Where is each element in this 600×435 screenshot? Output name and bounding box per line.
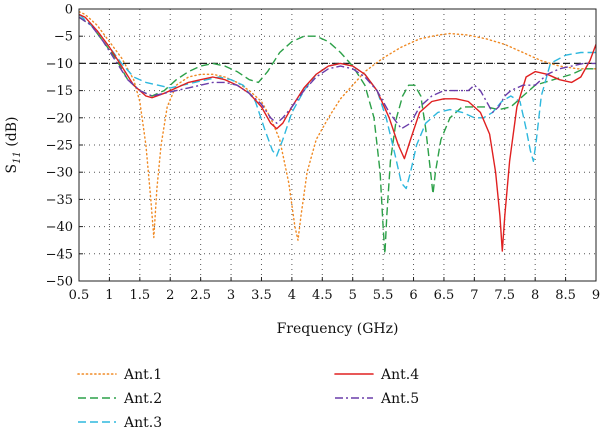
x-tick-label: 4	[288, 288, 296, 303]
x-tick-label: 7	[470, 288, 478, 303]
x-tick-label: 3	[227, 288, 235, 303]
legend-item-ant2: Ant.2	[78, 391, 162, 407]
y-tick-label: −45	[46, 247, 73, 262]
legend-label: Ant.4	[380, 367, 419, 383]
y-tick-label: −35	[46, 193, 73, 208]
x-tick-label: 1	[105, 288, 113, 303]
x-tick-label: 2	[166, 288, 174, 303]
y-axis-title-unit: (dB)	[4, 117, 20, 152]
x-tick-label: 6	[409, 288, 417, 303]
legend-item-ant3: Ant.3	[78, 415, 162, 431]
x-tick-label: 6.5	[434, 288, 455, 303]
x-tick-label: 5.5	[373, 288, 394, 303]
y-tick-label: −25	[46, 139, 73, 154]
tick-layer: 0.5 1 1.5 2 2.5 3 3.5 4 4.5 5 5.5 6 6.5 7 7.5 8 8.5 9 0 −5 −…	[46, 3, 600, 304]
legend-label: Ant.2	[123, 391, 162, 407]
legend: Ant.1 Ant.2 Ant.3 Ant.4 Ant.5	[77, 367, 419, 431]
y-tick-label: 0	[65, 3, 73, 18]
x-tick-label: 9	[592, 288, 600, 303]
legend-label: Ant.1	[123, 367, 162, 383]
x-tick-label: 2.5	[190, 288, 211, 303]
legend-item-ant1: Ant.1	[77, 367, 162, 383]
legend-label: Ant.5	[380, 391, 419, 407]
legend-item-ant4: Ant.4	[334, 367, 419, 383]
x-tick-label: 5	[349, 288, 357, 303]
x-tick-label: 1.5	[129, 288, 150, 303]
y-axis-title-main: S	[4, 164, 20, 174]
series-layer	[79, 11, 596, 255]
y-tick-label: −15	[46, 84, 73, 99]
legend-label: Ant.3	[123, 415, 162, 431]
series-line-ant2	[79, 16, 596, 255]
y-tick-label: −40	[46, 220, 73, 235]
series-line-ant1	[79, 11, 596, 241]
x-tick-label: 3.5	[251, 288, 272, 303]
x-axis-title: Frequency (GHz)	[277, 321, 399, 337]
x-tick-label: 4.5	[312, 288, 333, 303]
x-tick-label: 7.5	[494, 288, 515, 303]
x-tick-label: 0.5	[69, 288, 90, 303]
y-tick-label: −20	[46, 111, 73, 126]
series-line-ant5	[79, 16, 596, 130]
y-axis-title: S11 (dB)	[4, 117, 23, 174]
y-tick-label: −50	[46, 275, 73, 290]
y-tick-label: −5	[54, 30, 73, 45]
x-tick-label: 8	[531, 288, 539, 303]
series-line-ant4	[79, 13, 596, 252]
y-axis-title-subscript: 11	[12, 151, 23, 164]
y-tick-label: −30	[46, 166, 73, 181]
legend-item-ant5: Ant.5	[335, 391, 419, 407]
x-tick-label: 8.5	[555, 288, 576, 303]
y-tick-label: −10	[46, 57, 73, 72]
